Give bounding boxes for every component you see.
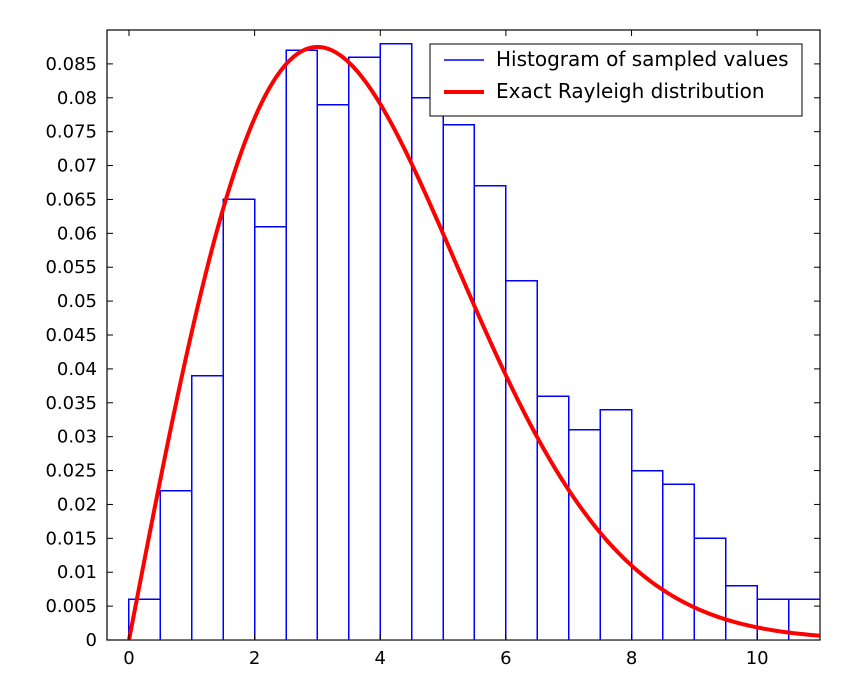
x-tick-label: 2 <box>249 648 260 669</box>
y-tick-label: 0.035 <box>45 393 97 414</box>
y-tick-label: 0.015 <box>45 528 97 549</box>
chart-container: 0 2 4 6 8 10 0 0.005 0.01 0.015 0.02 0.025 0.03 0.035… <box>0 0 860 697</box>
y-tick-label: 0.04 <box>57 359 97 380</box>
y-tick-label: 0 <box>86 630 97 651</box>
legend: Histogram of sampled values Exact Rayleig… <box>430 44 802 116</box>
y-tick-label: 0.08 <box>57 88 97 109</box>
x-tick-label: 0 <box>123 648 134 669</box>
y-tick-label: 0.055 <box>45 257 97 278</box>
legend-item-label: Histogram of sampled values <box>496 47 789 71</box>
x-tick-label: 8 <box>626 648 637 669</box>
x-tick-label: 10 <box>746 648 769 669</box>
x-tick-label: 4 <box>375 648 386 669</box>
y-tick-label: 0.085 <box>45 54 97 75</box>
y-tick-label: 0.01 <box>57 562 97 583</box>
y-tick-label: 0.005 <box>45 596 97 617</box>
y-tick-label: 0.045 <box>45 325 97 346</box>
y-tick-label: 0.06 <box>57 223 97 244</box>
plot-frame <box>107 30 820 640</box>
y-tick-label: 0.02 <box>57 494 97 515</box>
chart-svg: 0 2 4 6 8 10 0 0.005 0.01 0.015 0.02 0.025 0.03 0.035… <box>0 0 860 697</box>
y-tick-label: 0.03 <box>57 427 97 448</box>
legend-item-label: Exact Rayleigh distribution <box>496 79 765 103</box>
x-tick-label: 6 <box>500 648 511 669</box>
y-tick-label: 0.07 <box>57 156 97 177</box>
y-tick-label: 0.025 <box>45 461 97 482</box>
y-tick-label: 0.05 <box>57 291 97 312</box>
y-tick-label: 0.075 <box>45 122 97 143</box>
y-tick-label: 0.065 <box>45 189 97 210</box>
